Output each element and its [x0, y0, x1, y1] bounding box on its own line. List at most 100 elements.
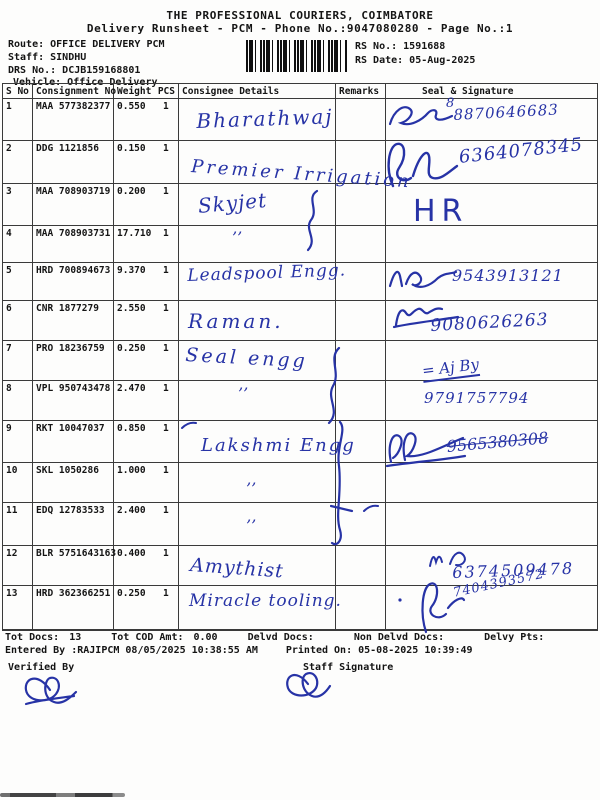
signature-scribble: [388, 106, 454, 126]
company-title: THE PROFESSIONAL COURIERS, COIMBATORE: [166, 9, 434, 22]
cell-consignment: PRO 18236759: [33, 341, 114, 381]
signature-scribble: [429, 551, 466, 567]
rs-no-line: RS No.: 1591688: [355, 41, 446, 52]
tot-docs-value: 13: [69, 632, 82, 643]
printed-on-text: Printed On: 05-08-2025 10:39:49: [285, 645, 473, 656]
signature-scribble: [385, 432, 467, 468]
cell-weight-pcs: 0.200 1: [114, 184, 179, 226]
handwritten-consignee-6: Raman.: [188, 309, 284, 333]
pcs-value: 1: [163, 343, 169, 354]
cell-sno: 1: [3, 99, 33, 141]
cell-consignee: [179, 421, 336, 463]
cell-remarks: [336, 586, 386, 629]
cell-consignment: HRD 362366251: [33, 586, 114, 629]
handwritten-tick: [181, 421, 197, 429]
cell-seal: [386, 141, 597, 184]
cell-remarks: [336, 263, 386, 301]
handwritten-consignee-13: Miracle tooling.: [189, 591, 342, 611]
pcs-value: 1: [163, 143, 169, 154]
cell-seal: [386, 184, 597, 226]
pcs-value: 1: [163, 588, 169, 599]
tot-cod-label: Tot COD Amt:: [111, 632, 184, 643]
handwritten-ditto-11: ’’: [246, 516, 257, 535]
pcs-value: 1: [163, 228, 169, 239]
cell-sno: 3: [3, 184, 33, 226]
cell-weight-pcs: 2.470 1: [114, 381, 179, 421]
handwritten-bracket-rows-9-11: [330, 420, 354, 546]
cell-remarks: [336, 503, 386, 546]
cell-consignment: SKL 1050286: [33, 463, 114, 503]
entered-printed-line: Entered By :RAJIPCM 08/05/2025 10:38:55 …: [5, 645, 473, 656]
cell-remarks: [336, 546, 386, 586]
cell-sno: 2: [3, 141, 33, 184]
header-weight: Weight: [117, 86, 152, 97]
tot-cod-value: 0.00: [193, 632, 218, 643]
pcs-value: 1: [163, 265, 169, 276]
cell-consignment: RKT 10047037: [33, 421, 114, 463]
cell-sno: 6: [3, 301, 33, 341]
cell-consignment: CNR 1877279: [33, 301, 114, 341]
handwritten-ditto-8: ’’: [238, 384, 249, 403]
verified-by-signature: [24, 676, 78, 706]
cell-weight-pcs: 0.250 1: [114, 341, 179, 381]
cell-consignment: DDG 1121856: [33, 141, 114, 184]
cell-consignee: [179, 503, 336, 546]
cell-remarks: [336, 341, 386, 381]
cell-sno: 12: [3, 546, 33, 586]
cell-consignment: MAA 708903731: [33, 226, 114, 263]
handwritten-consignee-1: Bharathwaj: [196, 104, 334, 133]
non-delvd-docs-label: Non Delvd Docs:: [353, 632, 445, 643]
cell-remarks: [336, 301, 386, 341]
cell-consignment: EDQ 12783533: [33, 503, 114, 546]
cell-weight-pcs: 0.150 1: [114, 141, 179, 184]
signature-scribble: [398, 582, 466, 634]
vehicle-line: Vehicle: Office Delivery: [13, 77, 158, 88]
weight-value: 0.250: [117, 588, 146, 599]
delvy-pts-label: Delvy Pts:: [484, 632, 545, 643]
cell-sno: 10: [3, 463, 33, 503]
cell-seal: [386, 463, 597, 503]
weight-value: 1.000: [117, 465, 146, 476]
handwritten-initials-hr: HR: [413, 194, 469, 229]
verified-by-label: Verified By: [8, 662, 75, 673]
cell-seal: [386, 341, 597, 381]
cell-consignee: [179, 463, 336, 503]
pcs-value: 1: [163, 465, 169, 476]
handwritten-digit: 8: [446, 96, 455, 111]
handwritten-ditto-4: ’’: [232, 228, 243, 247]
pcs-value: 1: [163, 101, 169, 112]
cell-seal: [386, 421, 597, 463]
cell-seal: [386, 503, 597, 546]
cell-consignee: [179, 99, 336, 141]
weight-value: 0.150: [117, 143, 146, 154]
delvd-docs-label: Delvd Docs:: [247, 632, 314, 643]
cell-seal: [386, 301, 597, 341]
staff-signature-scribble: [286, 672, 332, 698]
cell-consignee: [179, 263, 336, 301]
rs-date-line: RS Date: 05-Aug-2025: [355, 55, 476, 66]
handwritten-phone-5: 9543913121: [452, 266, 564, 285]
cell-consignee: [179, 226, 336, 263]
cell-consignment: HRD 700894673: [33, 263, 114, 301]
cell-sno: 13: [3, 586, 33, 629]
weight-value: 2.470: [117, 383, 146, 394]
cell-remarks: [336, 381, 386, 421]
cell-remarks: [336, 421, 386, 463]
cell-seal: [386, 381, 597, 421]
header-remarks: Remarks: [336, 84, 386, 99]
cell-weight-pcs: 1.000 1: [114, 463, 179, 503]
header-consignee: Consignee Details: [179, 84, 336, 99]
cell-sno: 9: [3, 421, 33, 463]
cell-weight-pcs: 9.370 1: [114, 263, 179, 301]
cell-seal: [386, 99, 597, 141]
handwritten-tick: [363, 504, 379, 512]
signature-scribble: [392, 307, 460, 329]
weight-value: 2.400: [117, 505, 146, 516]
signature-scribble: [388, 270, 458, 288]
pcs-value: 1: [163, 505, 169, 516]
entered-by-text: Entered By :RAJIPCM 08/05/2025 10:38:55 …: [5, 645, 258, 656]
runsheet-title: Delivery Runsheet - PCM - Phone No.:9047…: [86, 22, 514, 35]
cell-weight-pcs: 0.250 1: [114, 586, 179, 629]
cell-weight-pcs: 0.850 1: [114, 421, 179, 463]
cell-seal: [386, 546, 597, 586]
